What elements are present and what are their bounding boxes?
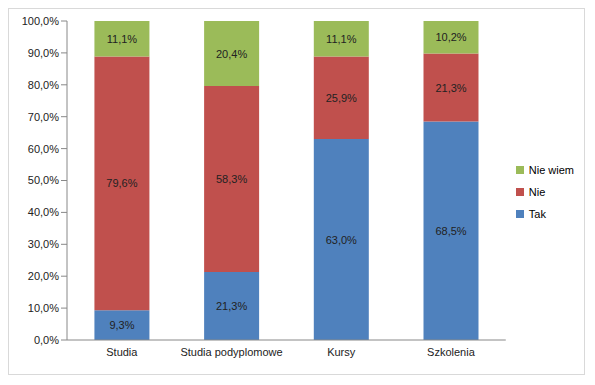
svg-text:Kursy: Kursy (327, 346, 356, 358)
svg-text:20,0%: 20,0% (28, 270, 59, 282)
svg-text:20,4%: 20,4% (216, 48, 247, 60)
svg-text:79,6%: 79,6% (106, 177, 137, 189)
svg-text:30,0%: 30,0% (28, 238, 59, 250)
svg-text:40,0%: 40,0% (28, 206, 59, 218)
svg-text:80,0%: 80,0% (28, 79, 59, 91)
svg-text:63,0%: 63,0% (326, 234, 357, 246)
svg-text:21,3%: 21,3% (216, 300, 247, 312)
svg-text:25,9%: 25,9% (326, 92, 357, 104)
svg-text:60,0%: 60,0% (28, 143, 59, 155)
svg-text:90,0%: 90,0% (28, 47, 59, 59)
svg-text:9,3%: 9,3% (109, 319, 134, 331)
svg-text:10,0%: 10,0% (28, 302, 59, 314)
svg-text:10,2%: 10,2% (435, 31, 466, 43)
svg-text:11,1%: 11,1% (326, 33, 357, 45)
svg-text:68,5%: 68,5% (435, 225, 466, 237)
html-text:Tak: Tak (528, 207, 546, 220)
svg-text:50,0%: 50,0% (28, 174, 59, 186)
svg-text:58,3%: 58,3% (216, 173, 247, 185)
html-text:Nie: Nie (528, 185, 546, 198)
svg-text:Szkolenia: Szkolenia (427, 346, 476, 358)
svg-text:21,3%: 21,3% (435, 82, 466, 94)
svg-text:100,0%: 100,0% (22, 15, 60, 27)
svg-text:0,0%: 0,0% (34, 334, 59, 346)
svg-text:11,1%: 11,1% (107, 33, 138, 45)
svg-text:Studia podyplomowe: Studia podyplomowe (180, 346, 282, 358)
svg-text:Studia: Studia (106, 346, 138, 358)
svg-text:70,0%: 70,0% (28, 111, 59, 123)
html-text:Nie wiem: Nie wiem (528, 163, 574, 176)
